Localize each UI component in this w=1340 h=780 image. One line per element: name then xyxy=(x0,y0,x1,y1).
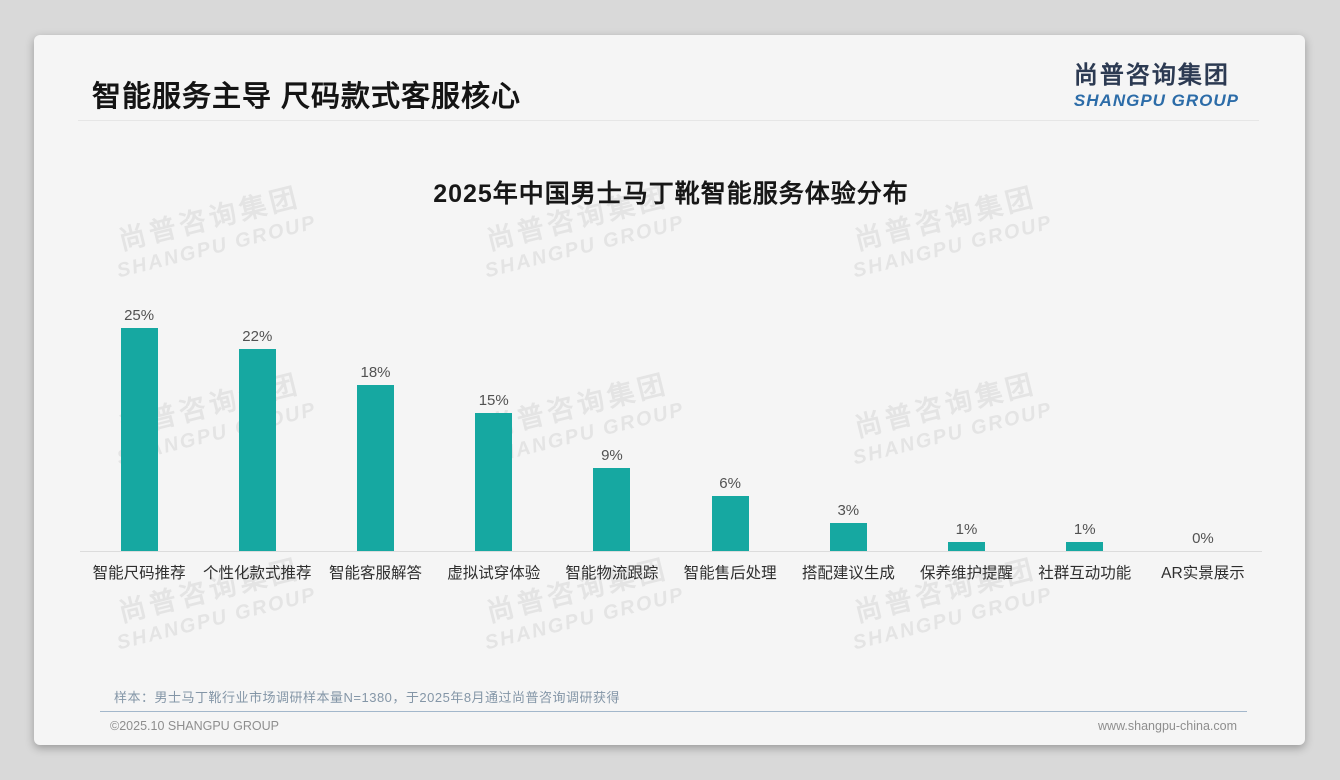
header-divider xyxy=(78,120,1259,121)
bar xyxy=(593,468,631,551)
slide-card: 尚普咨询集团 SHANGPU GROUP 尚普咨询集团 SHANGPU GROUP 尚普… xyxy=(34,35,1305,745)
bar-group: 9% xyxy=(553,307,671,551)
bar-group: 1% xyxy=(1026,307,1144,551)
bar-value-label: 1% xyxy=(955,520,978,538)
bar-group: 0% xyxy=(1144,307,1262,551)
bar-group: 6% xyxy=(671,307,789,551)
bar xyxy=(1066,541,1104,551)
bar xyxy=(475,413,513,551)
bar-value-label: 18% xyxy=(360,364,391,382)
bar xyxy=(357,385,394,551)
bar xyxy=(238,348,276,551)
bar-group: 1% xyxy=(907,307,1025,551)
x-axis-label: 智能尺码推荐 xyxy=(92,565,186,582)
slide-content: 智能服务主导 尺码款式客服核心 尚普咨询集团 SHANGPU GROUP 202… xyxy=(34,35,1305,745)
x-axis-label: 搭配建议生成 xyxy=(801,565,895,582)
footer-row: ©2025.10 SHANGPU GROUP www.shangpu-china… xyxy=(110,719,1237,733)
x-axis-labels: 智能尺码推荐 个性化款式推荐 智能客服解答 虚拟试穿体验 智能物流跟踪 智能售后处理 搭配建… xyxy=(80,561,1262,583)
bar-value-label: 1% xyxy=(1073,520,1096,538)
bar xyxy=(711,495,749,551)
brand-logo: 尚普咨询集团 SHANGPU GROUP xyxy=(1074,55,1239,111)
copyright-text: ©2025.10 SHANGPU GROUP xyxy=(110,719,279,733)
x-axis-label: 智能客服解答 xyxy=(329,565,423,582)
bar-value-label: 25% xyxy=(124,307,155,324)
sample-note: 样本：男士马丁靴行业市场调研样本量N=1380，于2025年8月通过尚普咨询调研… xyxy=(114,690,621,705)
x-axis-label: 个性化款式推荐 xyxy=(203,565,312,582)
bar-group: 25% xyxy=(80,307,198,551)
bar-chart-plot: 25% 22% 18% 15% 9% 6% 3% 1% 1% 0% xyxy=(80,307,1262,552)
bar-value-label: 15% xyxy=(478,392,509,409)
bar-value-label: 3% xyxy=(837,502,860,520)
bar-value-label: 0% xyxy=(1192,530,1214,547)
bar xyxy=(120,328,158,551)
x-axis-label: AR实景展示 xyxy=(1161,565,1245,582)
bar-group: 3% xyxy=(789,307,907,551)
bar-group: 15% xyxy=(435,307,553,551)
brand-logo-cn-text: 尚普咨询集团 xyxy=(1073,62,1230,89)
page-title: 智能服务主导 尺码款式客服核心 xyxy=(92,81,522,113)
footer-divider xyxy=(100,711,1247,712)
bar xyxy=(829,523,867,551)
x-axis-label: 虚拟试穿体验 xyxy=(447,565,541,582)
x-axis-label: 保养维护提醒 xyxy=(920,565,1014,582)
chart-title: 2025年中国男士马丁靴智能服务体验分布 xyxy=(433,180,909,208)
brand-logo-en-text: SHANGPU GROUP xyxy=(1073,91,1239,110)
bar-group: 22% xyxy=(198,307,316,551)
bar-value-label: 6% xyxy=(719,474,741,492)
bar-group: 18% xyxy=(316,307,434,551)
bar-value-label: 9% xyxy=(601,447,623,465)
x-axis-label: 智能物流跟踪 xyxy=(565,565,659,582)
website-text: www.shangpu-china.com xyxy=(1098,719,1237,733)
x-axis-label: 社群互动功能 xyxy=(1038,565,1132,582)
bar-value-label: 22% xyxy=(242,327,273,345)
bar xyxy=(948,541,986,551)
x-axis-label: 智能售后处理 xyxy=(683,565,777,582)
